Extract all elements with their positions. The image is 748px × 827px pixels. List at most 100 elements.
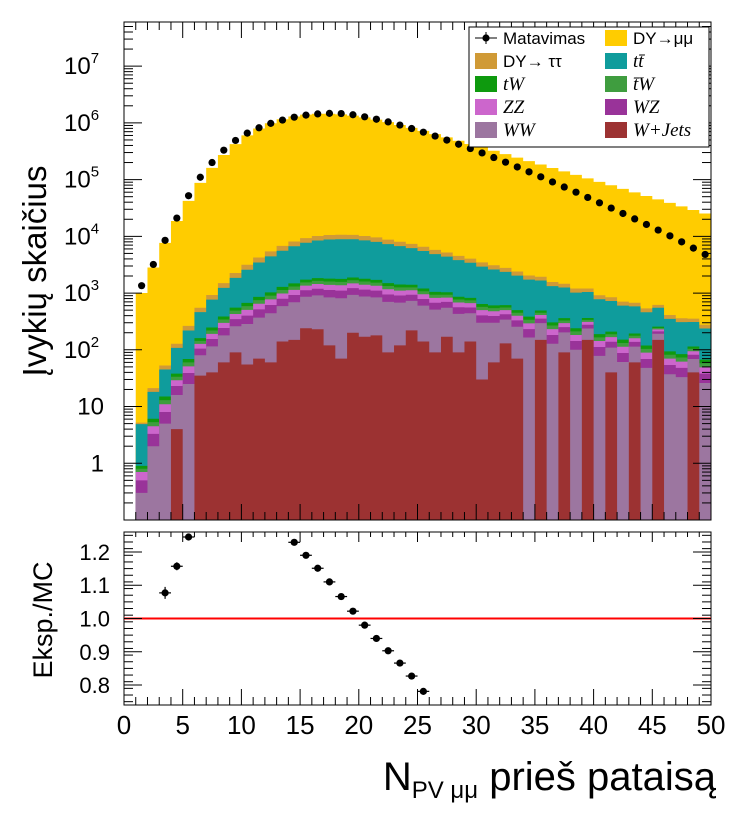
ratio-point — [420, 688, 427, 695]
legend-label: tW — [503, 74, 526, 95]
ratio-point — [302, 552, 309, 559]
data-point — [455, 141, 462, 148]
data-point — [572, 189, 579, 196]
legend-label: WZ — [633, 97, 660, 118]
y-tick-label: 1 — [91, 450, 104, 477]
data-point — [244, 130, 251, 137]
ratio-point — [408, 672, 415, 679]
data-point — [349, 111, 356, 118]
legend-marker — [482, 34, 489, 41]
legend-swatch — [605, 122, 627, 138]
legend-swatch — [475, 99, 497, 115]
data-point — [150, 261, 157, 268]
ratio-y-tick-label: 0.8 — [79, 673, 110, 698]
x-tick-label: 0 — [117, 710, 131, 740]
x-tick-label: 5 — [175, 710, 189, 740]
stack-fills — [136, 114, 711, 520]
data-point — [373, 116, 380, 123]
data-point — [291, 114, 298, 121]
ratio-point — [373, 635, 380, 642]
ratio-point — [326, 578, 333, 585]
y-tick-label: 104 — [64, 220, 99, 250]
data-point — [279, 116, 286, 123]
data-point — [525, 168, 532, 175]
data-point — [208, 159, 215, 166]
data-point — [619, 210, 626, 217]
data-point — [161, 237, 168, 244]
data-point — [338, 110, 345, 117]
legend-swatch — [605, 76, 627, 92]
ratio-y-tick-label: 0.9 — [79, 640, 110, 665]
data-point — [361, 113, 368, 120]
data-point — [514, 163, 521, 170]
legend-swatch — [605, 53, 627, 69]
data-point — [173, 214, 180, 221]
y-tick-label: 106 — [64, 107, 99, 137]
data-point — [326, 110, 333, 117]
data-point — [561, 183, 568, 190]
x-tick-label: 50 — [697, 710, 726, 740]
x-tick-label: 15 — [286, 710, 315, 740]
legend-swatch — [475, 122, 497, 138]
data-point — [185, 192, 192, 199]
data-point — [631, 215, 638, 222]
data-point — [420, 129, 427, 136]
ratio-point — [396, 659, 403, 666]
ratio-point — [385, 647, 392, 654]
legend-label: Matavimas — [503, 29, 585, 48]
data-point — [197, 174, 204, 181]
legend-label: DY→μμ — [633, 29, 693, 48]
x-tick-label: 30 — [462, 710, 491, 740]
legend-swatch — [605, 99, 627, 115]
x-tick-label: 10 — [227, 710, 256, 740]
data-point — [232, 137, 239, 144]
ratio-point — [361, 622, 368, 629]
legend-swatch — [605, 30, 627, 46]
data-point — [443, 137, 450, 144]
data-point — [220, 147, 227, 154]
data-point — [537, 173, 544, 180]
x-tick-label: 45 — [638, 710, 667, 740]
ratio-point — [349, 608, 356, 615]
data-point — [643, 221, 650, 228]
main-ylabel: Įvykių skaičius — [16, 166, 53, 377]
legend-label: DY→ ττ — [503, 52, 562, 71]
data-point — [490, 154, 497, 161]
ratio-point — [314, 565, 321, 572]
data-point — [385, 118, 392, 125]
legend-label: ZZ — [503, 97, 525, 118]
data-point — [678, 238, 685, 245]
y-tick-label: 103 — [64, 277, 99, 307]
data-point — [666, 232, 673, 239]
y-tick-label: 10 — [77, 394, 104, 421]
legend-swatch — [475, 76, 497, 92]
data-point — [549, 178, 556, 185]
ratio-ylabel: Eksp./MC — [28, 561, 58, 678]
x-tick-label: 25 — [403, 710, 432, 740]
ratio-y-tick-label: 1.1 — [79, 573, 110, 598]
ratio-point — [173, 563, 180, 570]
y-tick-label: 107 — [64, 50, 99, 80]
ratio-point — [161, 589, 168, 596]
data-point — [655, 226, 662, 233]
data-point — [267, 120, 274, 127]
data-point — [690, 245, 697, 252]
data-point — [596, 199, 603, 206]
legend-label: W+Jets — [633, 120, 691, 141]
legend: Matavimas DY→μμ DY→ ττ tt̄ tW t̄W ZZ WZ WW W+Jets — [469, 27, 709, 147]
ratio-y-tick-label: 1.0 — [79, 607, 110, 632]
x-axis-label: NPV μμ prieš pataisą — [383, 755, 717, 804]
legend-label: WW — [503, 120, 537, 141]
ratio-point — [338, 593, 345, 600]
legend-label: tt̄ — [633, 51, 645, 72]
data-point — [702, 251, 709, 258]
data-point — [408, 125, 415, 132]
data-point — [502, 159, 509, 166]
data-point — [138, 282, 145, 289]
data-point — [478, 149, 485, 156]
y-tick-label: 105 — [64, 164, 99, 194]
ratio-y-tick-label: 1.2 — [79, 540, 110, 565]
data-point — [608, 204, 615, 211]
